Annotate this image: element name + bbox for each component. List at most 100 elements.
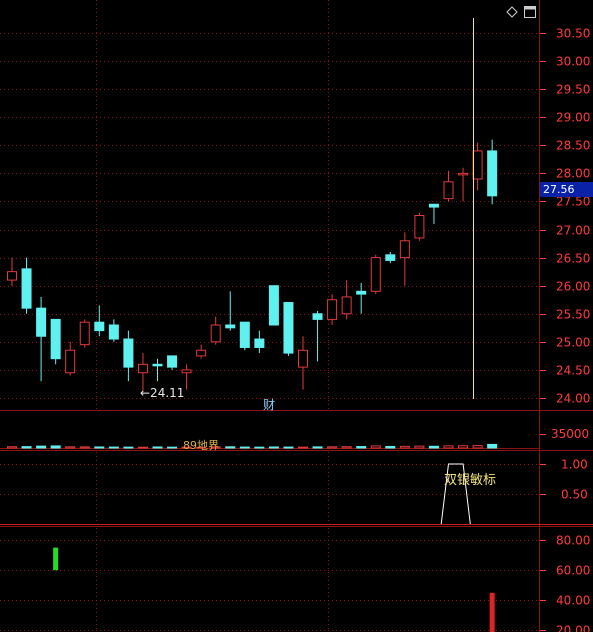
price-axis-label: 30.00 <box>556 55 590 69</box>
volume-bar <box>196 446 207 449</box>
signal-axis-label: 1.00 <box>561 458 588 472</box>
candle[interactable] <box>327 294 338 325</box>
current-price-tag: 27.56 <box>540 182 593 197</box>
candle[interactable] <box>152 358 163 382</box>
low-price-marker: ←24.11 <box>140 386 184 400</box>
volume-bar <box>21 446 32 449</box>
volume-bar <box>167 446 178 449</box>
price-axis-label: 30.50 <box>556 27 590 41</box>
candle[interactable] <box>414 212 425 241</box>
oscillator-axis-label: 80.00 <box>556 534 590 548</box>
volume-bar <box>50 445 61 449</box>
candle[interactable] <box>94 305 105 337</box>
candle[interactable] <box>268 285 279 326</box>
candle[interactable] <box>7 257 17 286</box>
volume-bar <box>210 446 221 449</box>
candle[interactable] <box>50 318 61 365</box>
candle[interactable] <box>65 341 76 376</box>
volume-bar <box>428 445 439 449</box>
candle[interactable] <box>196 344 207 359</box>
candle[interactable] <box>167 355 178 370</box>
volume-bar <box>298 446 308 449</box>
volume-bar <box>137 446 148 449</box>
price-axis-label: 29.00 <box>556 111 590 125</box>
candle[interactable] <box>123 330 134 382</box>
candle[interactable] <box>356 282 367 314</box>
candle[interactable] <box>21 257 32 314</box>
price-axis-label: 29.50 <box>556 83 590 97</box>
candle[interactable] <box>254 330 265 354</box>
candle[interactable] <box>137 353 148 392</box>
volume-bar <box>370 445 381 449</box>
window-icon[interactable] <box>524 6 536 18</box>
oscillator-axis-label: 20.00 <box>556 624 590 632</box>
candlestick-series[interactable] <box>7 139 498 392</box>
price-axis-label: 24.50 <box>556 364 590 378</box>
candle[interactable] <box>399 232 410 286</box>
signal-axis-label: 0.50 <box>561 488 588 502</box>
volume-bar <box>65 446 76 449</box>
volume-bar <box>36 445 47 449</box>
candle[interactable] <box>312 310 323 362</box>
volume-bar <box>79 446 90 449</box>
volume-bar <box>472 445 483 449</box>
candle[interactable] <box>341 280 352 320</box>
candle[interactable] <box>370 254 381 295</box>
volume-bar <box>385 445 396 449</box>
signal-line <box>440 463 471 525</box>
candle[interactable] <box>239 321 250 351</box>
volume-bar <box>399 445 410 449</box>
price-axis-label: 25.00 <box>556 336 590 350</box>
oscillator-axis-label: 60.00 <box>556 564 590 578</box>
volume-bar <box>181 446 192 449</box>
volume-bar <box>268 446 279 449</box>
candle[interactable] <box>458 167 469 202</box>
volume-bar <box>123 446 134 449</box>
candle[interactable] <box>181 364 192 390</box>
price-axis: 30.50 30.00 29.50 29.00 28.50 28.00 27.50 27.00… <box>540 27 590 406</box>
price-axis-label: 28.50 <box>556 139 590 153</box>
candle[interactable] <box>36 296 47 382</box>
diamond-icon[interactable] <box>506 6 518 18</box>
volume-bar <box>327 446 338 449</box>
volume-bar <box>487 443 498 449</box>
candle[interactable] <box>298 336 308 390</box>
volume-bar <box>341 446 352 449</box>
volume-bar <box>443 445 454 449</box>
volume-bar <box>356 446 367 449</box>
price-axis-label: 26.00 <box>556 280 590 294</box>
volume-bar <box>239 446 250 449</box>
volume-bar <box>108 446 119 449</box>
price-axis-label: 24.00 <box>556 392 590 406</box>
candle[interactable] <box>283 302 294 356</box>
volume-series <box>7 443 498 449</box>
candle[interactable] <box>79 319 90 348</box>
volume-bar <box>225 446 236 449</box>
volume-bar <box>312 446 323 449</box>
oscillator-bar <box>489 592 495 632</box>
price-axis-label: 27.00 <box>556 224 590 238</box>
event-marker[interactable]: 财 <box>263 398 275 412</box>
oscillator-axis-label: 40.00 <box>556 594 590 608</box>
price-axis-label: 26.50 <box>556 252 590 266</box>
candle[interactable] <box>487 139 498 205</box>
volume-bar <box>152 446 163 449</box>
candle[interactable] <box>385 252 396 264</box>
price-axis-label: 28.00 <box>556 167 590 181</box>
candle[interactable] <box>108 319 119 342</box>
volume-bar <box>283 446 294 449</box>
volume-bar <box>94 446 105 449</box>
price-axis-label: 27.50 <box>556 195 590 209</box>
volume-bar <box>458 445 469 449</box>
oscillator-bar <box>53 547 59 571</box>
oscillator-axis: 80.00 60.00 40.00 20.00 <box>540 534 590 632</box>
candle[interactable] <box>428 203 439 224</box>
candle[interactable] <box>443 170 454 202</box>
volume-bar <box>7 446 17 449</box>
volume-axis-label: 35000 <box>551 427 589 441</box>
volume-bar <box>414 445 425 449</box>
candle[interactable] <box>210 316 221 345</box>
oscillator-series <box>53 547 495 632</box>
candle[interactable] <box>225 291 236 331</box>
